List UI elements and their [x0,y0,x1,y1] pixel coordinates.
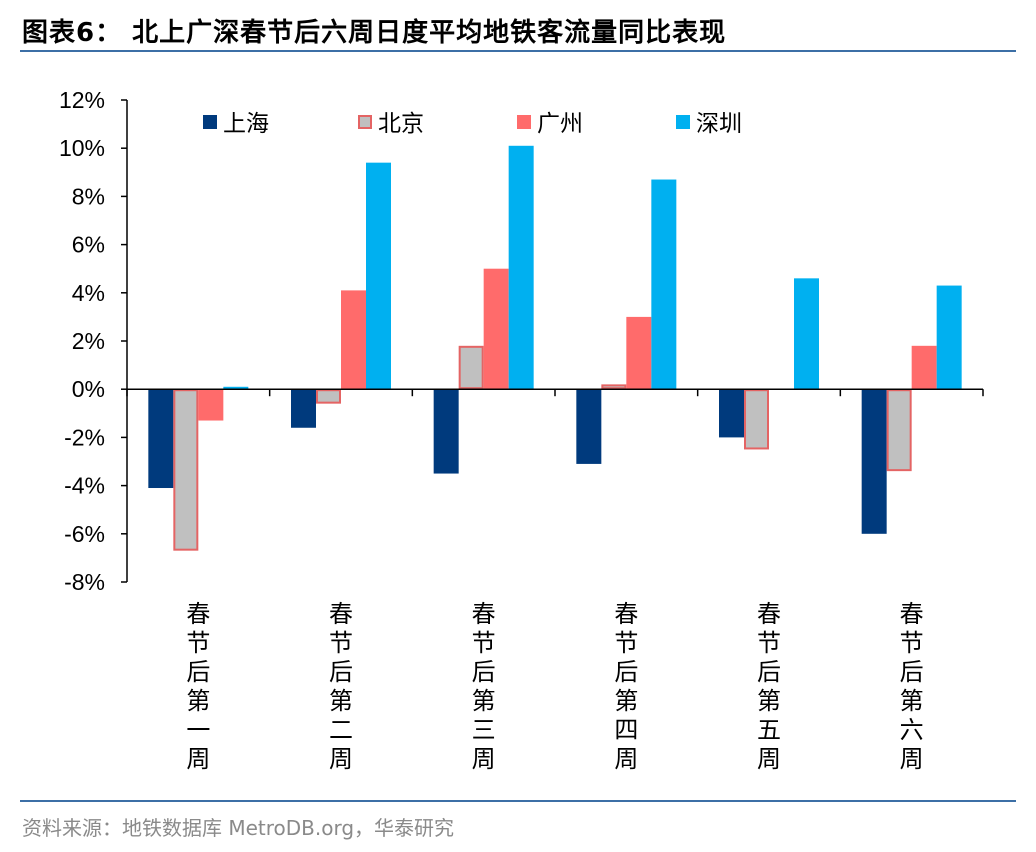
bar-beijing-6 [886,389,912,472]
y-tick-label: 12% [59,87,105,113]
bar-shanghai-4 [576,389,602,464]
bar-shenzhen-2 [366,162,391,390]
x-category-label: 春节后第六周 [900,601,924,773]
bar-guangzhou-3 [483,268,509,390]
footer-rule [20,800,1016,802]
y-tick-label: 0% [72,376,105,402]
bar-beijing-2 [316,389,341,404]
bar-chart: 12% 10% 8% 6% 4% 2% 0% -2% -4% -6% -8% 春节后第一周 春节后第二周… [59,87,984,773]
y-tick-label: -8% [64,569,105,595]
title-rule [20,50,1016,52]
legend-swatch-shenzhen [676,115,690,129]
y-tick-label: 8% [72,183,105,209]
bar-guangzhou-1 [198,389,224,421]
bar-guangzhou-2 [341,290,366,390]
bar-shenzhen-4 [651,179,677,390]
y-tick-label: 2% [72,328,105,354]
legend-label-shanghai: 上海 [223,110,269,136]
y-tick-label: -6% [64,521,105,547]
y-tick-label: -4% [64,473,105,499]
legend-label-guangzhou: 广州 [537,110,583,136]
x-category-label: 春节后第二周 [329,601,353,773]
bar-beijing-1 [173,389,199,551]
bar-shanghai-1 [148,389,174,489]
bar-beijing-5 [744,389,769,450]
bar-beijing-3 [458,345,484,390]
legend-label-beijing: 北京 [378,110,424,136]
bar-shenzhen-5 [794,278,819,390]
source-note: 资料来源：地铁数据库 MetroDB.org，华泰研究 [22,816,455,840]
y-tick-label: 4% [72,280,105,306]
x-category-label: 春节后第三周 [472,601,496,773]
legend-swatch-guangzhou [517,115,531,129]
legend-swatch-shanghai [203,115,217,129]
bar-shanghai-6 [861,389,887,534]
bar-shanghai-5 [719,389,744,438]
bar-shenzhen-3 [508,145,534,390]
y-tick-label: 6% [72,232,105,258]
x-category-label: 春节后第四周 [614,601,638,773]
bar-beijing-4 [601,384,627,390]
legend-label-shenzhen: 深圳 [696,110,742,136]
legend-swatch-beijing [358,115,372,129]
bar-shenzhen-6 [936,285,962,390]
x-category-label: 春节后第五周 [757,601,781,773]
bar-guangzhou-4 [626,316,652,390]
bar-shenzhen-1 [223,386,249,390]
figure-title: 图表6： 北上广深春节后六周日度平均地铁客流量同比表现 [22,18,727,48]
y-tick-label: -2% [64,424,105,450]
bar-guangzhou-6 [911,345,937,390]
x-category-label: 春节后第一周 [186,601,210,773]
bar-shanghai-3 [433,389,459,474]
bar-shanghai-2 [291,389,316,428]
y-tick-label: 10% [59,135,105,161]
